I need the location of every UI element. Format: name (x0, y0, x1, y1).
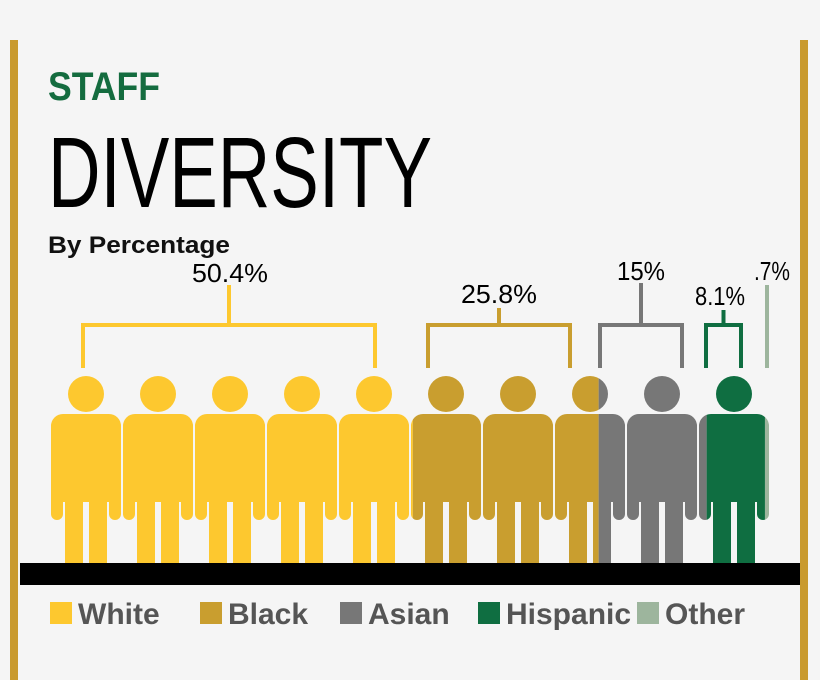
legend-label: Black (228, 598, 308, 631)
legend-swatch (478, 602, 500, 624)
legend-item-hispanic: Hispanic (478, 598, 631, 631)
subtitle: By Percentage (48, 232, 230, 259)
segment-white (0, 360, 413, 580)
value-label-asian: 15% (617, 256, 665, 286)
brackets: 50.4% 25.8% 15% 8.1% .7% (81, 256, 790, 368)
value-label-black: 25.8% (461, 279, 537, 309)
legend-swatch (340, 602, 362, 624)
bracket-black: 25.8% (426, 279, 572, 368)
legend: White Black Asian Hispanic Other (50, 598, 745, 631)
legend-item-black: Black (200, 598, 308, 631)
legend-label: Hispanic (506, 598, 631, 631)
legend-swatch (200, 602, 222, 624)
legend-swatch (50, 602, 72, 624)
bracket-asian: 15% (598, 256, 684, 368)
value-label-hispanic: 8.1% (695, 281, 745, 311)
segment-black (412, 360, 599, 580)
kicker: STAFF (48, 65, 160, 109)
value-label-white: 50.4% (192, 258, 268, 288)
bracket-white: 50.4% (81, 258, 377, 368)
value-label-other: .7% (754, 256, 790, 286)
legend-item-other: Other (637, 598, 745, 631)
legend-item-asian: Asian (340, 598, 450, 631)
legend-swatch (637, 602, 659, 624)
legend-label: White (78, 598, 160, 631)
bracket-hispanic: 8.1% (695, 281, 745, 368)
bracket-other: .7% (754, 256, 790, 368)
ground-bar (20, 563, 800, 585)
segment-hispanic (706, 360, 765, 580)
segment-asian (598, 360, 707, 580)
legend-label: Asian (368, 598, 450, 631)
segment-other (764, 360, 820, 580)
people-figures (0, 360, 820, 580)
legend-label: Other (665, 598, 745, 631)
page-title: DIVERSITY (48, 117, 432, 229)
legend-item-white: White (50, 598, 160, 631)
